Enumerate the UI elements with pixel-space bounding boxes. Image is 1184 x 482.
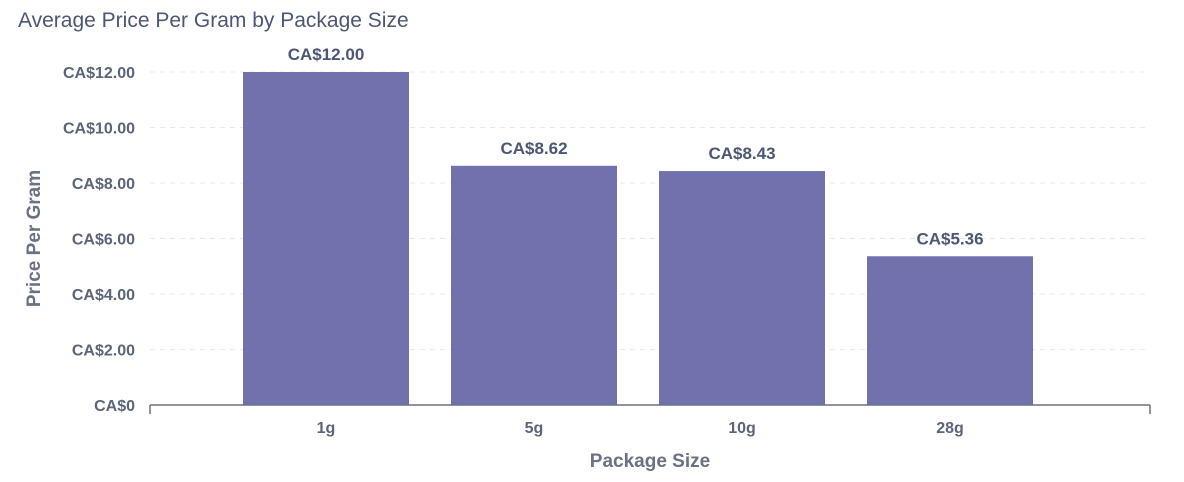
y-tick-label: CA$12.00 bbox=[63, 65, 135, 82]
y-tick-labels: CA$0 CA$2.00 CA$4.00 CA$6.00 CA$8.00 CA$10.00… bbox=[63, 65, 135, 415]
data-labels: CA$12.00 CA$8.62 CA$8.43 CA$5.36 bbox=[288, 45, 984, 248]
bar bbox=[451, 165, 617, 405]
bar bbox=[659, 171, 825, 405]
x-tick-label: 10g bbox=[728, 420, 756, 437]
y-axis-title: Price Per Gram bbox=[24, 170, 45, 307]
data-label: CA$8.43 bbox=[708, 144, 775, 163]
x-tick-labels: 1g 5g 10g 28g bbox=[317, 420, 964, 437]
y-tick-label: CA$4.00 bbox=[72, 287, 135, 304]
y-tick-label: CA$0 bbox=[94, 398, 135, 415]
y-tick-label: CA$6.00 bbox=[72, 232, 135, 249]
bar bbox=[243, 72, 409, 405]
y-tick-label: CA$8.00 bbox=[72, 176, 135, 193]
y-tick-label: CA$2.00 bbox=[72, 343, 135, 360]
bars bbox=[243, 72, 1033, 405]
x-axis-title: Package Size bbox=[590, 451, 710, 472]
data-label: CA$12.00 bbox=[288, 45, 365, 64]
x-tick-label: 5g bbox=[525, 420, 544, 437]
x-tick-label: 28g bbox=[936, 420, 964, 437]
axes bbox=[149, 404, 1151, 414]
chart-title: Average Price Per Gram by Package Size bbox=[18, 9, 409, 32]
x-tick-label: 1g bbox=[317, 420, 336, 437]
y-tick-label: CA$10.00 bbox=[63, 121, 135, 138]
bar bbox=[867, 256, 1033, 405]
data-label: CA$8.62 bbox=[500, 139, 567, 158]
data-label: CA$5.36 bbox=[916, 229, 983, 248]
